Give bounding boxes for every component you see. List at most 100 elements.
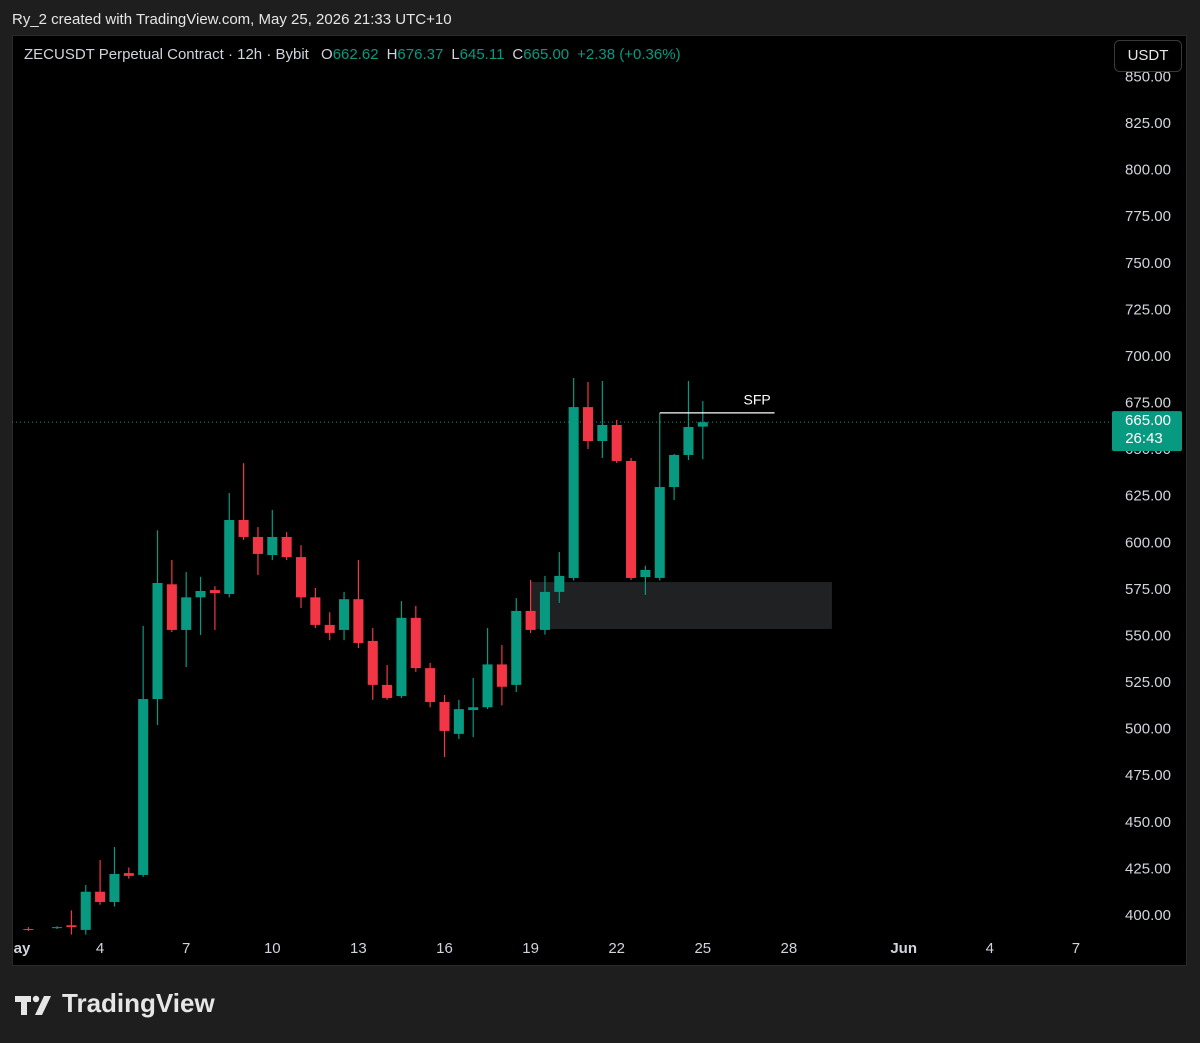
- zone: [530, 582, 832, 630]
- legend-value: 662.62: [333, 46, 379, 63]
- x-tick-label: 13: [350, 940, 367, 957]
- candle-body: [496, 664, 507, 687]
- candle-body: [482, 664, 493, 708]
- candle-body: [310, 597, 321, 625]
- x-tick-label: 19: [522, 940, 539, 957]
- candle-body: [267, 536, 278, 556]
- candle-body: [669, 454, 680, 488]
- candle-body: [410, 617, 421, 669]
- candle-body: [195, 590, 206, 598]
- logo-part: [35, 996, 51, 1015]
- candle-body: [52, 927, 63, 929]
- candle-body: [511, 610, 522, 685]
- legend-label: H: [387, 46, 398, 63]
- candle-body: [95, 891, 106, 902]
- sfp-label: SFP: [744, 392, 771, 408]
- legend-value: 645.11: [460, 46, 505, 63]
- candle-body: [80, 891, 91, 930]
- legend-label: C: [512, 46, 523, 63]
- price-label: 665.00: [1125, 412, 1171, 429]
- logo-part: [32, 995, 40, 1003]
- logo-part: [21, 996, 27, 1015]
- candle-body: [654, 487, 665, 578]
- candle-body: [453, 709, 464, 734]
- x-tick-label: 28: [781, 940, 798, 957]
- attribution: Ry_2 created with TradingView.com, May 2…: [12, 11, 452, 28]
- y-tick-label: 500.00: [1125, 721, 1171, 738]
- candle-body: [324, 624, 335, 633]
- y-tick-label: 800.00: [1125, 162, 1171, 179]
- price-label-box: [1112, 411, 1182, 452]
- legend-value: 665.00: [523, 46, 569, 63]
- candle-body: [367, 640, 378, 685]
- y-tick-label: 700.00: [1125, 348, 1171, 365]
- candle-body: [152, 582, 163, 700]
- x-tick-label: 22: [608, 940, 625, 957]
- chart-title: ZECUSDT Perpetual Contract · 12h · Bybit: [24, 46, 310, 63]
- y-tick-label: 725.00: [1125, 301, 1171, 318]
- x-tick-label: 7: [1072, 940, 1080, 957]
- candle-body: [123, 873, 134, 876]
- candle-body: [554, 575, 565, 592]
- candle-body: [281, 536, 292, 558]
- y-tick-label: 400.00: [1125, 907, 1171, 924]
- candle-body: [611, 424, 622, 461]
- x-tick-label: 7: [182, 940, 190, 957]
- candle-body: [138, 699, 149, 875]
- y-tick-label: 525.00: [1125, 674, 1171, 691]
- candle-body: [66, 925, 77, 928]
- candle-body: [166, 584, 177, 630]
- candle-body: [568, 407, 579, 578]
- candle-body: [23, 928, 34, 930]
- y-tick-label: 425.00: [1125, 860, 1171, 877]
- y-tick-label: 825.00: [1125, 115, 1171, 132]
- y-tick-label: 550.00: [1125, 627, 1171, 644]
- candle-body: [597, 424, 608, 442]
- candle-body: [339, 599, 350, 630]
- y-tick-label: 675.00: [1125, 395, 1171, 412]
- plot-area: 400.00 425.00 450.00 475.00 500.00 525.00 550.…: [12, 68, 1182, 957]
- y-tick-label: 575.00: [1125, 581, 1171, 598]
- x-tick-label: ay: [14, 940, 31, 957]
- legend-label: L: [451, 46, 459, 63]
- candle-body: [439, 702, 450, 731]
- y-tick-label: 600.00: [1125, 534, 1171, 551]
- candle-body: [224, 520, 235, 594]
- y-tick-label: 625.00: [1125, 488, 1171, 505]
- countdown: 26:43: [1125, 430, 1163, 447]
- y-tick-label: 750.00: [1125, 255, 1171, 272]
- chart-legend: ZECUSDT Perpetual Contract · 12h · Bybit…: [24, 46, 681, 63]
- currency-button[interactable]: [1114, 40, 1182, 72]
- candle-body: [295, 557, 307, 598]
- candle-body: [109, 874, 120, 902]
- x-tick-label: 16: [436, 940, 453, 957]
- candle-body: [697, 422, 708, 427]
- candle-body: [238, 520, 249, 537]
- legend-value: 676.37: [397, 46, 443, 63]
- candle-body: [252, 536, 263, 554]
- x-tick-label: 4: [986, 940, 994, 957]
- y-tick-label: 475.00: [1125, 767, 1171, 784]
- x-tick-label: 10: [264, 940, 281, 957]
- candle-body: [209, 590, 220, 594]
- candle-body: [640, 569, 651, 578]
- candle-body: [582, 407, 594, 442]
- candle-body: [525, 610, 536, 630]
- x-tick-label: Jun: [890, 940, 917, 957]
- x-tick-label: 25: [694, 940, 711, 957]
- candle-body: [382, 684, 393, 698]
- y-tick-label: 450.00: [1125, 814, 1171, 831]
- y-tick-label: 850.00: [1125, 68, 1171, 85]
- candle-body: [626, 460, 637, 578]
- chart-panel: [12, 35, 1187, 966]
- candle-body: [683, 427, 694, 455]
- currency-label[interactable]: USDT: [1128, 47, 1169, 64]
- logo-icon: [15, 995, 51, 1015]
- branding: TradingView: [62, 988, 215, 1018]
- legend-change: +2.38 (+0.36%): [577, 46, 680, 63]
- candle-body: [396, 617, 407, 697]
- candle-body: [353, 599, 364, 643]
- candle-body: [425, 668, 436, 703]
- x-tick-label: 4: [96, 940, 104, 957]
